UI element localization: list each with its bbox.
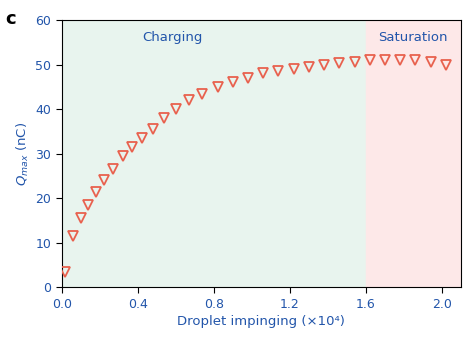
- Bar: [62, 20, 366, 287]
- X-axis label: Droplet impinging (×10⁴): Droplet impinging (×10⁴): [178, 315, 345, 328]
- Text: Saturation: Saturation: [378, 31, 447, 44]
- Bar: [366, 20, 461, 287]
- Y-axis label: $Q_{max}$ (nC): $Q_{max}$ (nC): [15, 122, 31, 186]
- Text: Charging: Charging: [142, 31, 202, 44]
- Text: c: c: [5, 10, 15, 28]
